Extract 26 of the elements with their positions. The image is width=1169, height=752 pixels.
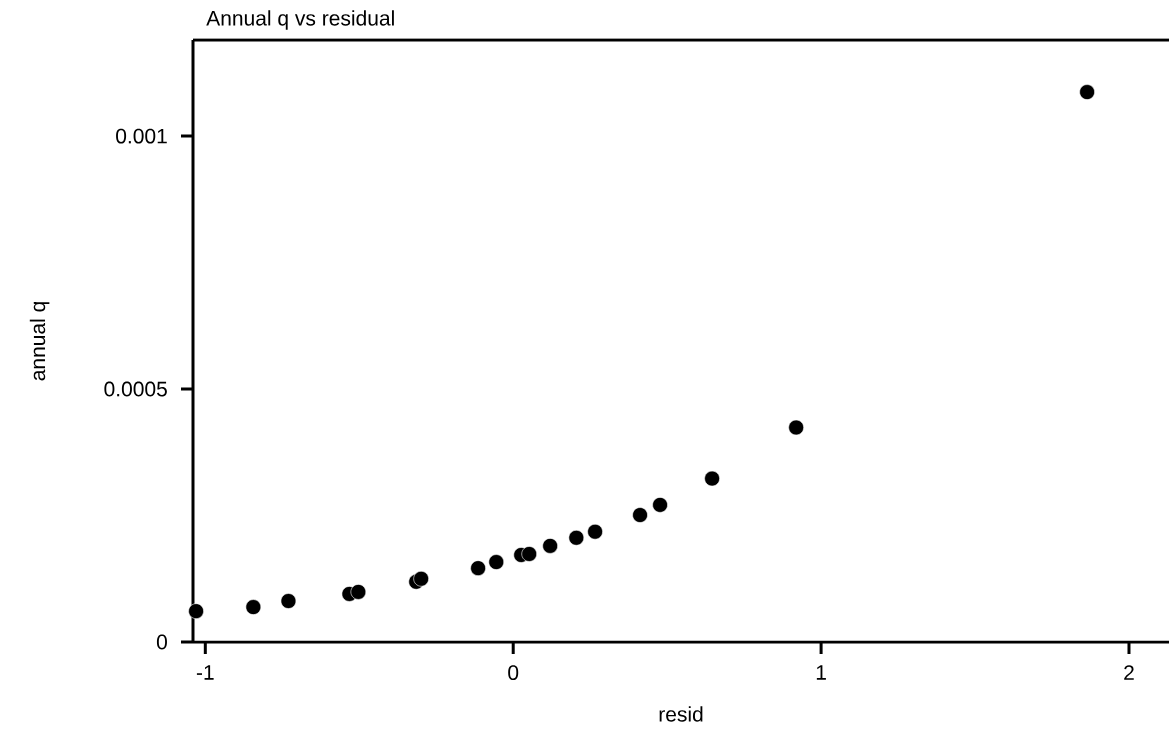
x-tick-label: 1 [816,665,826,680]
y-tick-label: 0.001 [116,128,167,144]
x-tick-label: 2 [1124,665,1134,680]
point [521,546,538,562]
point [245,599,262,615]
point [568,529,585,546]
point [587,523,603,540]
point [413,570,429,587]
point [188,603,204,619]
y-tick-label: 0.0005 [104,381,167,397]
x-axis-title: resid [659,706,703,722]
point [488,554,505,570]
point [652,497,668,513]
x-tick-label: 0 [508,665,519,681]
point [1079,84,1095,100]
point [632,507,648,523]
x-tick-label: -1 [196,665,214,680]
chart-title: Annual q vs residual [206,10,394,30]
y-tick-label: 0 [156,634,167,650]
point [542,538,558,554]
point [788,419,804,436]
y-axis-title: annual q [29,302,50,381]
point [350,584,367,600]
point [704,470,720,487]
point [280,593,297,609]
point [470,560,486,576]
